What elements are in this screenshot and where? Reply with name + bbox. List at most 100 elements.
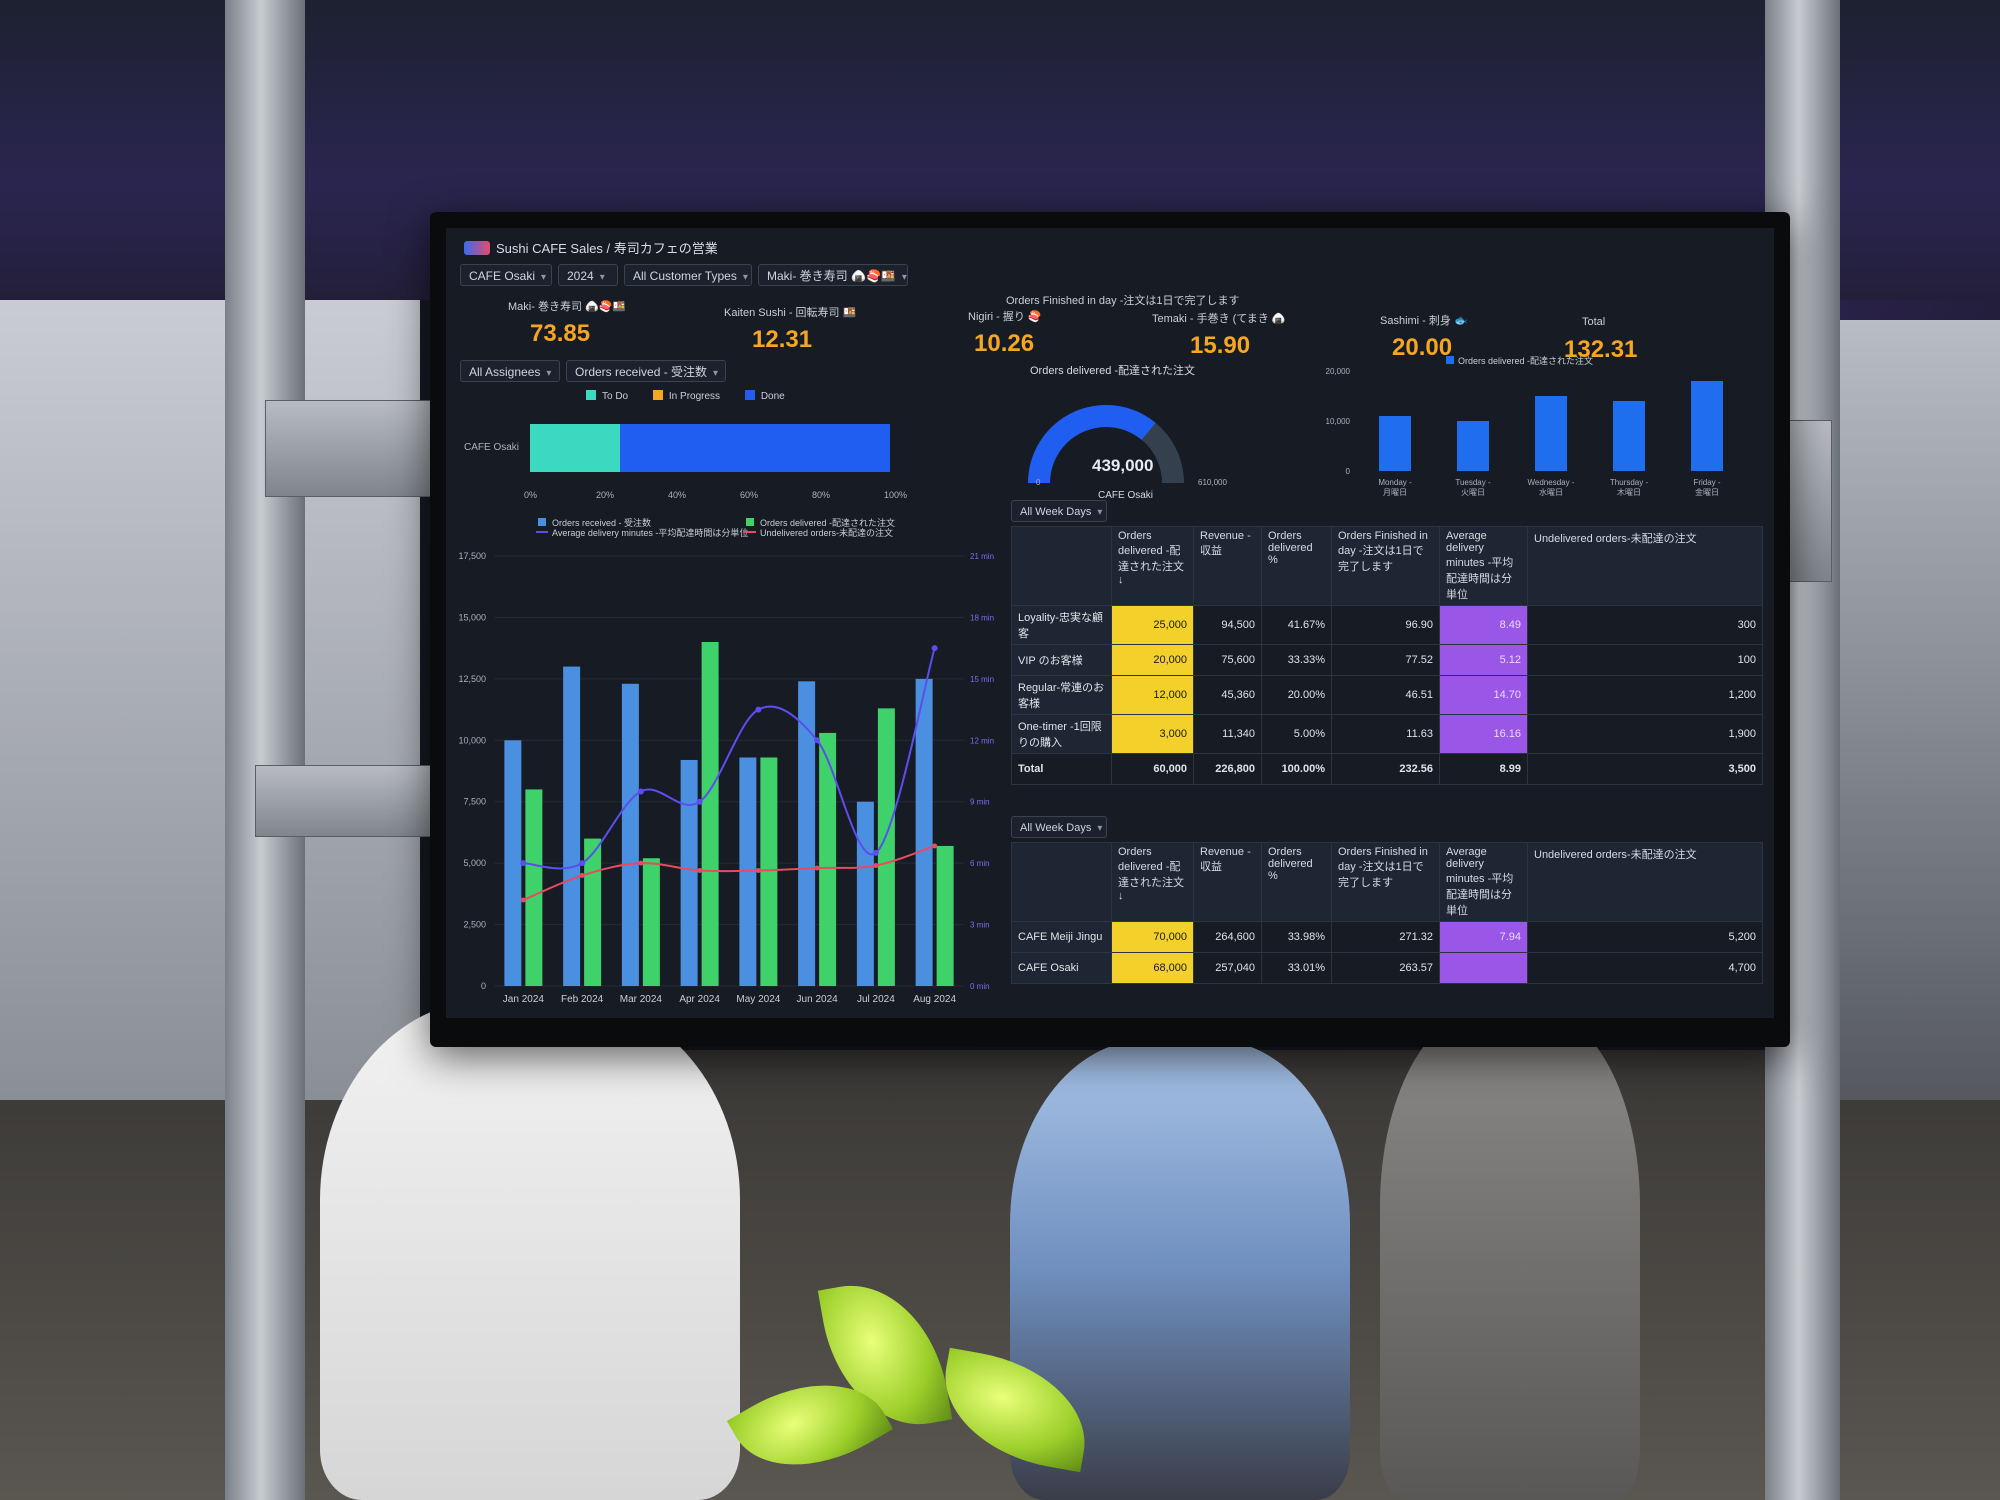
weekday-bar — [1613, 401, 1645, 471]
gauge-min: 0 — [1036, 478, 1041, 487]
avg-delivery-minutes-point — [814, 737, 821, 744]
kpi-label-maki: Maki- 巻き寿司 🍙🍣🍱 — [508, 301, 627, 313]
gauge-chart — [1028, 405, 1184, 483]
table-cell: 257,040 — [1193, 952, 1262, 984]
status-row-label: CAFE Osaki — [464, 442, 520, 453]
orders-delivered-bar — [877, 708, 895, 986]
table-cell-name: Regular-常連のお客様 — [1011, 675, 1112, 715]
weekday-filter-1-value: All Week Days — [1020, 506, 1092, 518]
table-header-finished-in-day[interactable]: Orders Finished in day -注文は1日で完了します — [1331, 526, 1440, 606]
weekday-filter-2[interactable]: All Week Days ▾ — [1011, 816, 1107, 838]
legend-label: Orders delivered -配達された注文 — [760, 518, 895, 528]
orders-received-bar — [563, 666, 581, 986]
gauge-fill — [1028, 405, 1156, 483]
chevron-down-icon: ▾ — [541, 272, 547, 283]
chevron-down-icon: ▾ — [1097, 507, 1103, 518]
table-header-finished-in-day[interactable]: Orders Finished in day -注文は1日で完了します — [1331, 842, 1440, 922]
kpi-value-sashimi: 20.00 — [1392, 334, 1453, 361]
table-cell: 75,600 — [1193, 644, 1262, 676]
table-row: CAFE Osaki 68,000 257,040 33.01% 263.57 … — [1011, 952, 1763, 984]
y2-axis-tick: 9 min — [970, 798, 990, 807]
table-row: CAFE Meiji Jingu 70,000 264,600 33.98% 2… — [1011, 921, 1763, 953]
table-cell: 264,600 — [1193, 921, 1262, 953]
monitor: Sushi CAFE Sales / 寿司カフェの営業 CAFE Osaki ▾ … — [430, 212, 1790, 1047]
table-cell-total: Total — [1011, 753, 1112, 785]
table-row: Regular-常連のお客様 12,000 45,360 20.00% 46.5… — [1011, 675, 1763, 715]
orders-received-filter[interactable]: Orders received - 受注数 ▾ — [566, 360, 726, 382]
table-cell: 1,200 — [1527, 675, 1763, 715]
weekday-filter-1[interactable]: All Week Days ▾ — [1011, 500, 1107, 522]
cafe-filter[interactable]: CAFE Osaki ▾ — [460, 264, 552, 286]
table-header-orders-delivered[interactable]: Orders delivered -配達された注文 ↓ — [1111, 526, 1194, 606]
status-axis-tick: 0% — [524, 490, 538, 500]
avg-delivery-minutes-point — [931, 645, 938, 652]
status-bar-todo[interactable] — [530, 424, 620, 472]
table-header-row: Orders delivered -配達された注文 ↓ Revenue - 収益… — [1011, 526, 1763, 606]
customer-type-filter[interactable]: All Customer Types ▾ — [624, 264, 752, 286]
legend-swatch — [652, 390, 663, 400]
table-cell: 100.00% — [1261, 753, 1332, 785]
table-header-orders-delivered[interactable]: Orders delivered -配達された注文 ↓ — [1111, 842, 1194, 922]
status-axis: 0% 20% 40% 60% 80% 100% — [524, 490, 907, 504]
table-cell: 11.63 — [1331, 714, 1440, 754]
table-cell-name: CAFE Osaki — [1011, 952, 1112, 984]
x-axis-tick: 水曜日 — [1539, 487, 1563, 497]
undelivered-orders-point — [814, 865, 820, 871]
table-header-delivered-pct[interactable]: Orders delivered % — [1261, 526, 1332, 606]
product-filter-value: Maki- 巻き寿司 🍙🍣🍱 — [767, 269, 896, 283]
x-axis-tick: Apr 2024 — [679, 994, 720, 1005]
gauge-caption: CAFE Osaki — [1098, 490, 1154, 501]
y-axis-tick: 10,000 — [1326, 417, 1351, 426]
legend-item-done: Done — [744, 390, 785, 402]
undelivered-orders-point — [873, 863, 879, 869]
kpi-label-nigiri: Nigiri - 握り 🍣 — [968, 311, 1042, 323]
orders-delivered-bar — [642, 858, 660, 986]
chevron-down-icon: ▾ — [742, 272, 748, 283]
table-header-avg-minutes[interactable]: Average delivery minutes -平均配達時間は分単位 — [1439, 526, 1528, 606]
bracket-bottom-left — [255, 765, 447, 837]
x-axis-tick: 月曜日 — [1383, 488, 1407, 497]
product-filter[interactable]: Maki- 巻き寿司 🍙🍣🍱 ▾ — [758, 264, 908, 286]
table-cell: 8.99 — [1439, 753, 1528, 785]
orders-received-bar — [504, 740, 522, 986]
y2-axis-tick: 0 min — [970, 982, 990, 991]
table-cell: 271.32 — [1331, 921, 1440, 953]
status-axis-tick: 80% — [812, 490, 831, 500]
assignees-filter[interactable]: All Assignees ▾ — [460, 360, 560, 382]
person-left — [320, 1000, 740, 1500]
table-header-delivered-pct[interactable]: Orders delivered % — [1261, 842, 1332, 922]
x-axis-tick: 金曜日 — [1695, 487, 1719, 497]
table-header-revenue[interactable]: Revenue - 収益 — [1193, 842, 1262, 922]
table-cell: 33.33% — [1261, 644, 1332, 676]
table-cell: 100 — [1527, 644, 1763, 676]
table-cell: 77.52 — [1331, 644, 1440, 676]
status-bar-done[interactable] — [620, 424, 890, 472]
legend-label-inprogress: In Progress — [668, 391, 721, 402]
table-header-undelivered[interactable]: Undelivered orders-未配達の注文 — [1527, 526, 1763, 606]
table-header-avg-minutes[interactable]: Average delivery minutes -平均配達時間は分単位 — [1439, 842, 1528, 922]
table-row: VIP のお客様 20,000 75,600 33.33% 77.52 5.12… — [1011, 644, 1763, 676]
table-cell: 226,800 — [1193, 753, 1262, 785]
weekday-bar — [1457, 421, 1489, 471]
x-axis-tick: Jan 2024 — [503, 994, 545, 1005]
kpi-label-kaiten: Kaiten Sushi - 回転寿司 🍱 — [724, 307, 857, 319]
status-axis-tick: 20% — [596, 490, 615, 500]
kpi-label-sashimi: Sashimi - 刺身 🐟 — [1380, 315, 1468, 327]
table-header-row: Orders delivered -配達された注文 ↓ Revenue - 収益… — [1011, 842, 1763, 922]
year-filter[interactable]: 2024 ▾ — [558, 264, 618, 286]
y-axis-tick: 20,000 — [1326, 367, 1351, 376]
undelivered-orders-point — [520, 897, 526, 903]
y2-axis-tick: 15 min — [970, 675, 994, 684]
weekday-bar — [1535, 396, 1567, 471]
x-axis-tick: Jul 2024 — [857, 994, 895, 1005]
table-cell: 94,500 — [1193, 605, 1262, 645]
table-header — [1011, 526, 1112, 606]
dashboard-header: Sushi CAFE Sales / 寿司カフェの営業 — [464, 238, 718, 257]
app-logo-icon — [464, 240, 490, 255]
table-header-revenue[interactable]: Revenue - 収益 — [1193, 526, 1262, 606]
table-header-undelivered[interactable]: Undelivered orders-未配達の注文 — [1527, 842, 1763, 922]
table-cell: 7.94 — [1439, 921, 1528, 953]
person-right — [1380, 1010, 1640, 1500]
orders-received-bar — [798, 681, 816, 986]
avg-delivery-minutes-point — [637, 788, 644, 795]
